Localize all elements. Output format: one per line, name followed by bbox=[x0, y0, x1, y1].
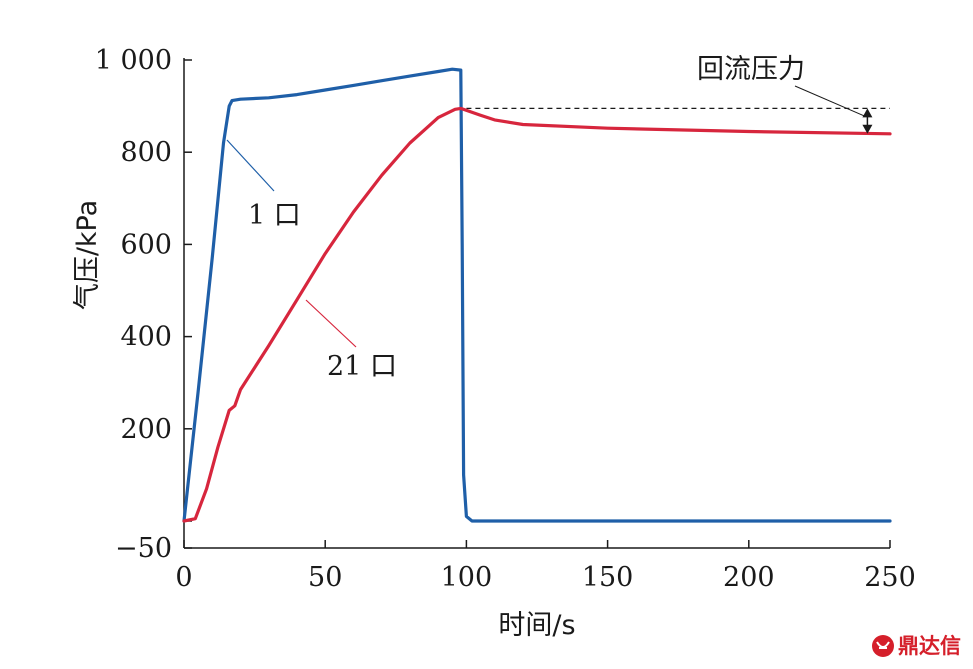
port-1-label: 1 口 bbox=[248, 200, 301, 231]
x-tick-label: 50 bbox=[308, 562, 342, 593]
x-tick-label: 250 bbox=[864, 562, 916, 593]
series-lines bbox=[182, 67, 892, 523]
series-line-port-21 bbox=[182, 106, 892, 523]
port-21-label: 21 口 bbox=[327, 351, 397, 382]
y-tick-label: −50 bbox=[115, 533, 172, 564]
watermark: 鼎达信 bbox=[872, 634, 961, 658]
y-tick-label: 400 bbox=[120, 322, 172, 353]
port-21-leader-line bbox=[305, 299, 357, 348]
y-axis-title: 气压/kPa bbox=[72, 200, 103, 310]
x-axis-title: 时间/s bbox=[498, 610, 575, 641]
axes bbox=[183, 58, 891, 549]
y-tick-label: 600 bbox=[120, 229, 172, 260]
y-tick-label: 1 000 bbox=[95, 45, 172, 76]
series-line-port-1 bbox=[182, 67, 892, 523]
watermark-logo-mark bbox=[876, 641, 890, 649]
backflow-leader-line bbox=[794, 85, 866, 117]
port-1-leader-line bbox=[226, 139, 275, 192]
x-tick-label: 200 bbox=[723, 562, 775, 593]
y-tick-label: 200 bbox=[120, 414, 172, 445]
tick-labels: −50 200 400 600 800 1 000 0 50 100 150 200 250 bbox=[95, 45, 916, 593]
range-arrow-down-head bbox=[862, 124, 873, 134]
y-tick-label: 800 bbox=[120, 137, 172, 168]
x-tick-label: 0 bbox=[175, 562, 192, 593]
watermark-text: 鼎达信 bbox=[898, 634, 961, 658]
x-tick-label: 100 bbox=[441, 562, 493, 593]
x-tick-label: 150 bbox=[582, 562, 634, 593]
annotations: 回流压力 1 口 21 口 bbox=[226, 54, 873, 382]
range-arrow-up-head bbox=[862, 108, 873, 118]
backflow-pressure-label: 回流压力 bbox=[697, 54, 805, 85]
